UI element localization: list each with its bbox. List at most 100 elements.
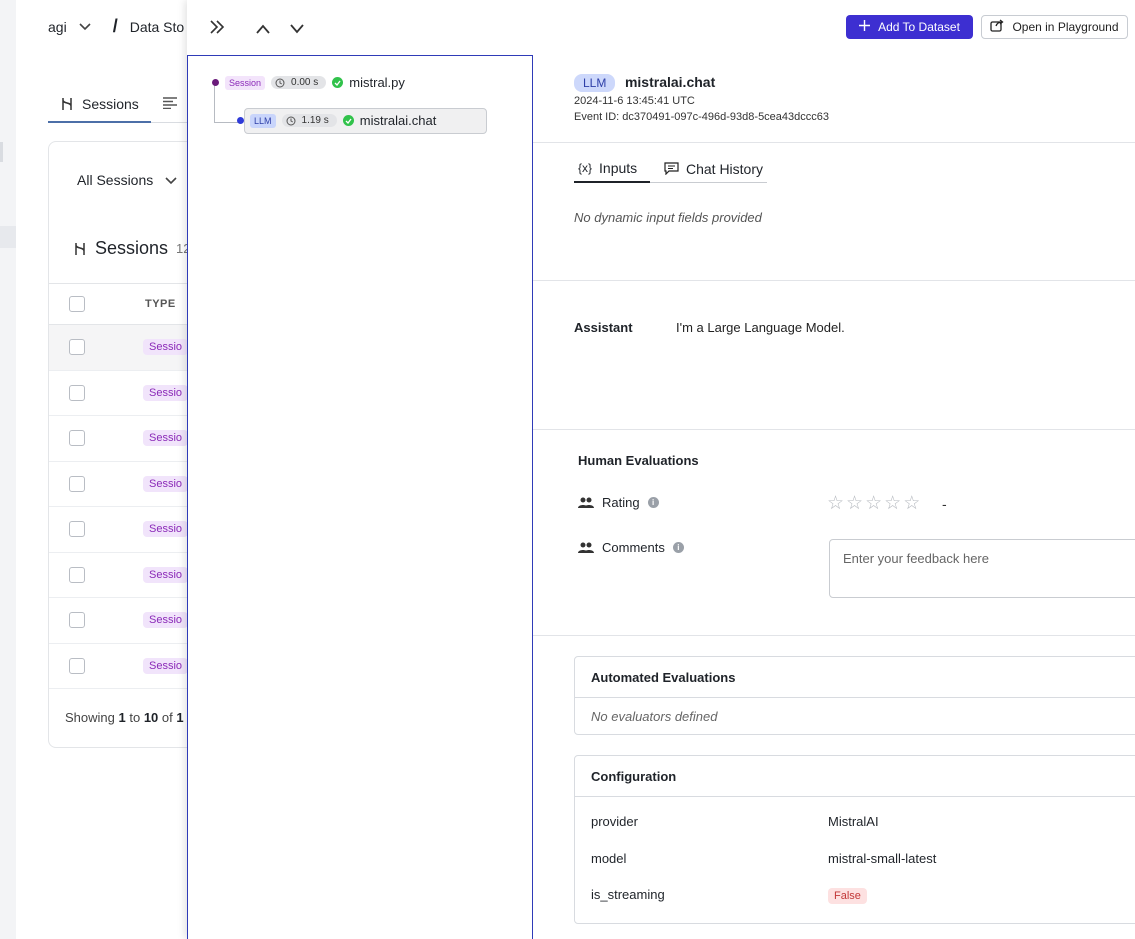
table-row[interactable]: Sessio: [49, 416, 249, 462]
tab-sessions-label: Sessions: [82, 95, 139, 112]
table-row[interactable]: Sessio: [49, 553, 249, 598]
session-type-pill: Sessio: [143, 657, 189, 674]
event-type-badge: LLM: [574, 74, 616, 92]
divider: [533, 429, 1135, 430]
rating-value: -: [942, 496, 947, 512]
star-icon[interactable]: ☆: [884, 493, 902, 514]
sidebar-marker: [0, 142, 3, 162]
duration-text: 0.00 s: [291, 77, 319, 88]
sidebar-active-item[interactable]: [0, 226, 16, 248]
session-type-pill: Sessio: [143, 384, 189, 401]
breadcrumb-section[interactable]: Data Sto: [129, 18, 185, 35]
tab-chat-history[interactable]: Chat History: [660, 154, 767, 183]
chevron-down-icon[interactable]: [79, 19, 91, 34]
row-checkbox[interactable]: [69, 566, 85, 583]
info-icon[interactable]: i: [672, 542, 684, 553]
pagination-prefix: Showing: [65, 710, 115, 725]
table-row[interactable]: Sessio: [49, 371, 249, 416]
collapse-drawer-icon[interactable]: [209, 18, 225, 39]
node-dot: [237, 117, 244, 124]
open-in-playground-label: Open in Playground: [1012, 20, 1119, 34]
no-inputs-message: No dynamic input fields provided: [574, 210, 762, 225]
assistant-message: I'm a Large Language Model.: [676, 320, 845, 335]
success-check-icon: [332, 77, 344, 88]
row-checkbox[interactable]: [69, 521, 85, 538]
table-row[interactable]: Sessio: [49, 507, 249, 553]
config-key: model: [591, 851, 627, 866]
tree-connector: [214, 122, 240, 123]
open-in-playground-button[interactable]: Open in Playground: [981, 15, 1128, 39]
pagination-to-word: to: [129, 710, 141, 725]
assistant-label: Assistant: [574, 320, 633, 335]
comments-row: Comments i: [578, 540, 684, 555]
row-checkbox[interactable]: [69, 384, 85, 401]
star-icon[interactable]: ☆: [846, 493, 864, 514]
table-row[interactable]: Sessio: [49, 598, 249, 644]
rating-label: Rating: [602, 495, 640, 510]
trace-node-llm[interactable]: LLM 1.19 s mistralai.chat: [237, 113, 436, 128]
event-detail-drawer: Add To Dataset Open in Playground Sessio…: [187, 0, 1135, 939]
info-icon[interactable]: i: [647, 497, 659, 508]
config-key: provider: [591, 814, 638, 829]
node-name: mistral.py: [349, 75, 405, 90]
session-type-pill: Sessio: [143, 566, 189, 583]
star-icon[interactable]: ☆: [827, 493, 845, 514]
table-row[interactable]: Sessio: [49, 462, 249, 507]
trace-node-session[interactable]: Session 0.00 s mistral.py: [212, 75, 405, 90]
session-tag: Session: [225, 75, 266, 90]
row-checkbox[interactable]: [69, 430, 85, 447]
configuration-title: Configuration: [575, 756, 1135, 797]
pagination-summary: Showing 1 to 10 of 1: [65, 710, 184, 725]
duration-text: 1.19 s: [301, 115, 329, 126]
breadcrumb: agi / Data Sto: [48, 16, 184, 37]
config-value-wrapper: False: [828, 887, 867, 904]
sessions-filter-select[interactable]: All Sessions: [77, 172, 177, 188]
tab-inputs[interactable]: {x} Inputs: [574, 154, 650, 183]
breadcrumb-separator: /: [112, 16, 118, 36]
event-timestamp: 2024-11-6 13:45:41 UTC: [574, 95, 695, 107]
divider: [533, 635, 1135, 636]
session-type-pill: Sessio: [143, 521, 189, 538]
users-icon: [578, 497, 594, 508]
chevron-down-icon[interactable]: [289, 18, 305, 39]
divider: [533, 142, 1135, 143]
boolean-false-badge: False: [828, 888, 867, 904]
drawer-header: Add To Dataset Open in Playground: [187, 0, 1135, 55]
automated-evaluations-panel: Automated Evaluations No evaluators defi…: [574, 656, 1135, 735]
node-dot: [212, 79, 219, 86]
left-sidebar-strip: [0, 0, 16, 939]
config-value: MistralAI: [828, 814, 879, 829]
clock-icon: [275, 78, 285, 87]
chevron-down-icon: [165, 177, 177, 185]
config-value: mistral-small-latest: [828, 851, 937, 866]
tab-sessions[interactable]: Sessions: [48, 86, 151, 123]
event-title: mistralai.chat: [624, 74, 716, 90]
add-to-dataset-button[interactable]: Add To Dataset: [846, 15, 973, 39]
row-checkbox[interactable]: [69, 475, 85, 492]
row-checkbox[interactable]: [69, 339, 85, 356]
event-id: Event ID: dc370491-097c-496d-93d8-5cea43…: [574, 111, 830, 123]
session-type-pill: Sessio: [143, 475, 189, 492]
star-icon[interactable]: ☆: [903, 493, 921, 514]
table-header-row: TYPE: [49, 283, 249, 325]
pagination-from: 1: [118, 710, 126, 725]
row-checkbox[interactable]: [69, 612, 85, 629]
select-all-checkbox[interactable]: [69, 296, 85, 312]
no-evaluators-message: No evaluators defined: [591, 708, 718, 724]
rating-row: Rating i: [578, 495, 659, 510]
detail-tabs: {x} Inputs Chat History: [574, 154, 767, 183]
star-rating[interactable]: ☆ ☆ ☆ ☆ ☆: [827, 492, 920, 515]
star-icon[interactable]: ☆: [865, 493, 883, 514]
row-checkbox[interactable]: [69, 657, 85, 674]
breadcrumb-project[interactable]: agi: [48, 18, 67, 35]
plus-icon: [859, 20, 871, 34]
table-row[interactable]: Sessio: [49, 644, 249, 689]
users-icon: [578, 542, 594, 553]
comments-input[interactable]: Enter your feedback here: [829, 539, 1135, 598]
divider: [533, 280, 1135, 281]
human-evaluations-title: Human Evaluations: [578, 453, 699, 468]
event-header: LLM mistralai.chat 2024-11-6 13:45:41 UT…: [574, 74, 829, 123]
chevron-up-icon[interactable]: [255, 18, 271, 39]
trace-tree: Session 0.00 s mistral.py LLM 1.19 s mis…: [187, 55, 533, 939]
tab-list-icon[interactable]: [162, 96, 178, 114]
